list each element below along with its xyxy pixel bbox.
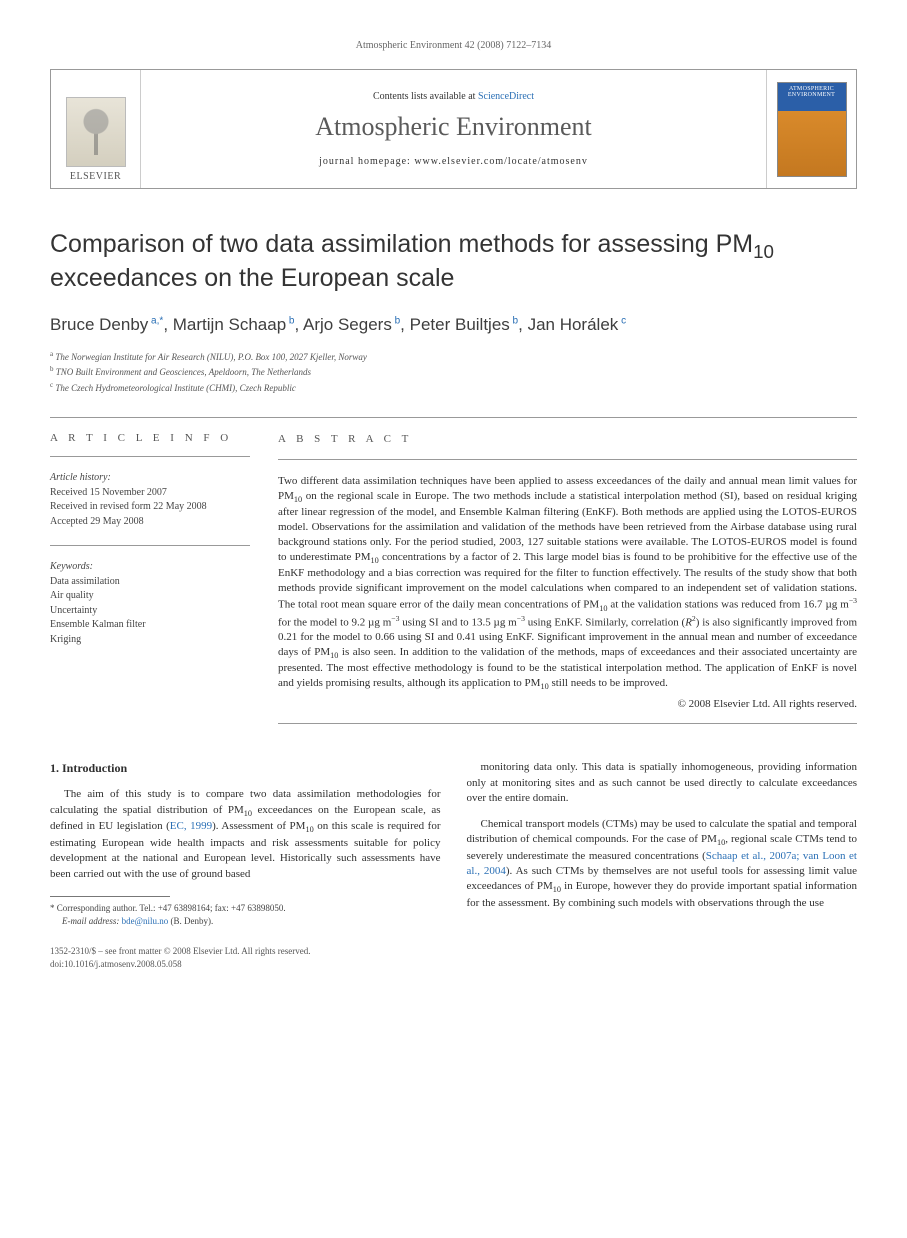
affiliation-list: a The Norwegian Institute for Air Resear… xyxy=(50,349,857,396)
email-person: (B. Denby). xyxy=(170,916,213,926)
cover-title: ATMOSPHERIC ENVIRONMENT xyxy=(778,86,846,99)
history-label: Article history: xyxy=(50,471,250,486)
running-head: Atmospheric Environment 42 (2008) 7122–7… xyxy=(50,40,857,51)
email-link[interactable]: bde@nilu.no xyxy=(122,916,169,926)
email-label: E-mail address: xyxy=(62,916,119,926)
history-item: Accepted 29 May 2008 xyxy=(50,515,250,530)
journal-header-box: ELSEVIER Contents lists available at Sci… xyxy=(50,69,857,189)
affiliation: b TNO Built Environment and Geosciences,… xyxy=(50,364,857,380)
body-paragraph: monitoring data only. This data is spati… xyxy=(467,760,858,806)
sciencedirect-link[interactable]: ScienceDirect xyxy=(478,91,534,102)
info-abstract-row: A R T I C L E I N F O Article history: R… xyxy=(50,432,857,738)
author-list: Bruce Denby a,*, Martijn Schaap b, Arjo … xyxy=(50,315,857,335)
footnote-email-line: E-mail address: bde@nilu.no (B. Denby). xyxy=(62,915,441,928)
keywords-label: Keywords: xyxy=(50,560,250,575)
contents-available-line: Contents lists available at ScienceDirec… xyxy=(373,91,534,102)
abstract-copyright: © 2008 Elsevier Ltd. All rights reserved… xyxy=(278,697,857,712)
homepage-prefix: journal homepage: xyxy=(319,156,414,167)
keywords-block: Keywords: Data assimilation Air quality … xyxy=(50,560,250,647)
citation-link[interactable]: Schaap et al., 2007a; van Loon et al., 2… xyxy=(467,850,858,877)
history-item: Received 15 November 2007 xyxy=(50,486,250,501)
keyword: Kriging xyxy=(50,633,250,648)
abstract-body: Two different data assimilation techniqu… xyxy=(278,474,857,692)
journal-name: Atmospheric Environment xyxy=(315,112,592,142)
bottom-meta: 1352-2310/$ – see front matter © 2008 El… xyxy=(50,945,857,970)
contents-prefix: Contents lists available at xyxy=(373,91,478,102)
article-info-heading: A R T I C L E I N F O xyxy=(50,432,250,444)
publisher-label: ELSEVIER xyxy=(70,171,121,182)
elsevier-tree-icon xyxy=(66,97,126,167)
affiliation: a The Norwegian Institute for Air Resear… xyxy=(50,349,857,365)
publisher-cell: ELSEVIER xyxy=(51,70,141,188)
divider xyxy=(50,545,250,546)
footnote-line: * Corresponding author. Tel.: +47 638981… xyxy=(50,902,441,915)
article-info-column: A R T I C L E I N F O Article history: R… xyxy=(50,432,250,738)
article-title: Comparison of two data assimilation meth… xyxy=(50,229,857,295)
body-paragraph: Chemical transport models (CTMs) may be … xyxy=(467,817,858,912)
front-matter-line: 1352-2310/$ – see front matter © 2008 El… xyxy=(50,945,857,958)
cover-cell: ATMOSPHERIC ENVIRONMENT xyxy=(766,70,856,188)
divider xyxy=(278,459,857,460)
history-item: Received in revised form 22 May 2008 xyxy=(50,500,250,515)
divider xyxy=(50,417,857,418)
journal-cover-thumb: ATMOSPHERIC ENVIRONMENT xyxy=(777,82,847,177)
abstract-column: A B S T R A C T Two different data assim… xyxy=(278,432,857,738)
homepage-url: www.elsevier.com/locate/atmosenv xyxy=(414,156,588,167)
section-heading: 1. Introduction xyxy=(50,760,441,777)
body-two-column: 1. Introduction The aim of this study is… xyxy=(50,760,857,927)
footnote-rule xyxy=(50,896,170,897)
abstract-heading: A B S T R A C T xyxy=(278,432,857,447)
keyword: Data assimilation xyxy=(50,575,250,590)
corresponding-author-footnote: * Corresponding author. Tel.: +47 638981… xyxy=(50,902,441,927)
body-paragraph: The aim of this study is to compare two … xyxy=(50,787,441,882)
citation-link[interactable]: EC, 1999 xyxy=(170,820,212,832)
keyword: Ensemble Kalman filter xyxy=(50,618,250,633)
divider xyxy=(50,456,250,457)
header-center: Contents lists available at ScienceDirec… xyxy=(141,70,766,188)
doi-line: doi:10.1016/j.atmosenv.2008.05.058 xyxy=(50,958,857,971)
keyword: Air quality xyxy=(50,589,250,604)
article-history: Article history: Received 15 November 20… xyxy=(50,471,250,529)
divider xyxy=(278,723,857,724)
keyword: Uncertainty xyxy=(50,604,250,619)
journal-homepage-line: journal homepage: www.elsevier.com/locat… xyxy=(319,156,588,167)
affiliation: c The Czech Hydrometeorological Institut… xyxy=(50,380,857,396)
